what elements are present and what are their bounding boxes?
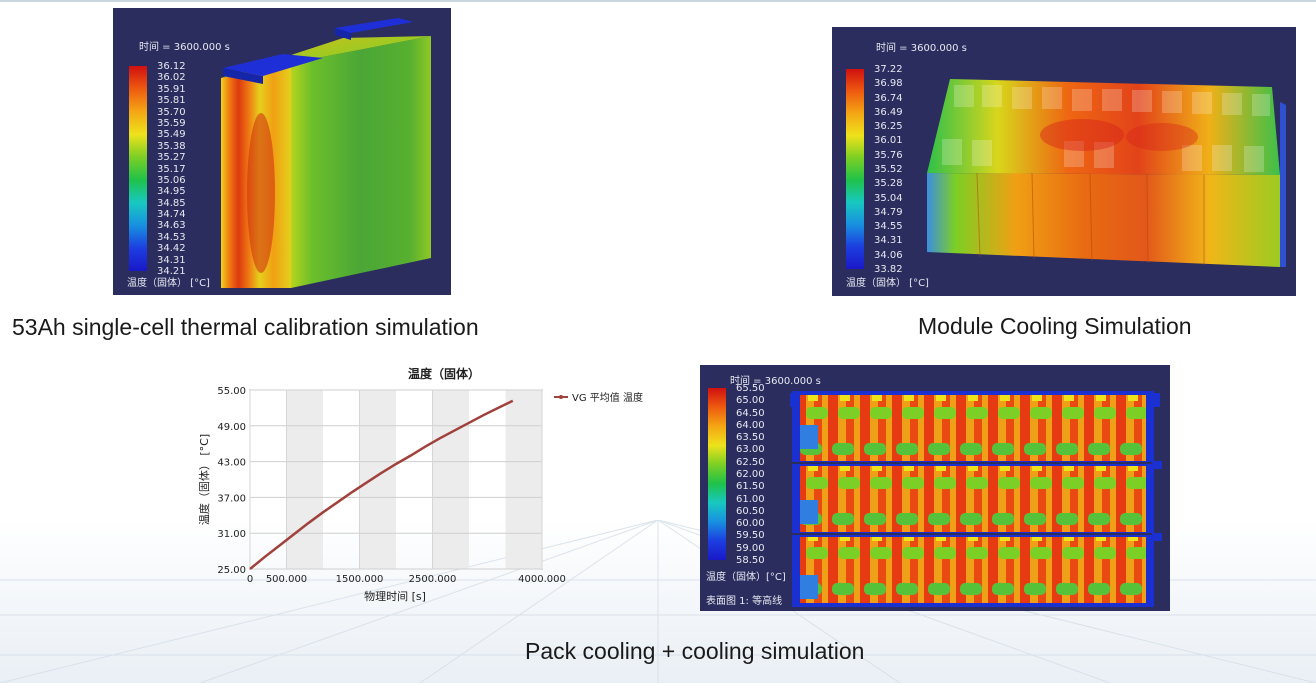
module-unit-label: 温度（固体） [°C]	[846, 278, 929, 289]
cell-legend-tick: 34.74	[157, 209, 186, 221]
cell-legend-tick: 34.42	[157, 243, 186, 255]
pack-legend-tick: 60.50	[736, 505, 765, 517]
cell-legend-tick: 34.53	[157, 231, 186, 243]
chart-y-tick-label: 49.00	[217, 422, 246, 433]
pack-time-label: 时间 = 3600.000 s	[730, 376, 821, 387]
chart-grid-band	[505, 390, 542, 569]
pack-legend-tick: 64.00	[736, 419, 765, 431]
top-divider-line	[0, 0, 1316, 2]
module-time-label: 时间 = 3600.000 s	[876, 43, 967, 54]
cell-legend-tick: 36.12	[157, 61, 186, 72]
temperature-line-chart: 55.00 49.00 43.00 37.00 31.00 25.00 0 500.000 15…	[190, 360, 670, 610]
chart-y-tick-label: 31.00	[217, 529, 246, 540]
pack-legend-tick: 62.50	[736, 456, 765, 468]
module-legend-tick: 36.74	[874, 92, 903, 104]
pack-legend-tick: 62.00	[736, 469, 765, 480]
cell-3d-render	[221, 18, 431, 288]
pack-contour-render	[790, 391, 1162, 607]
pack-caption: Pack cooling + cooling simulation	[525, 638, 865, 664]
chart-x-tick-label: 1500.000	[336, 574, 384, 585]
module-legend-tick: 36.98	[874, 78, 903, 90]
cell-legend-tick: 34.31	[157, 254, 186, 266]
pack-legend-tick: 64.50	[736, 407, 765, 419]
cell-legend-tick: 35.81	[157, 95, 186, 107]
chart-grid-band	[286, 390, 323, 569]
module-simulation-panel: 时间 = 3600.000 s 37.22 36.98 36.74 36.49 36.2…	[832, 27, 1296, 296]
module-legend-tick: 34.79	[874, 206, 903, 218]
pack-legend-tick: 63.00	[736, 444, 765, 456]
chart-legend-label: VG 平均值 温度	[572, 391, 643, 404]
cell-time-label: 时间 = 3600.000 s	[139, 42, 230, 53]
chart-y-axis-label: 温度（固体） [°C]	[197, 434, 211, 525]
cell-legend-tick: 34.85	[157, 197, 186, 209]
chart-legend-marker	[559, 395, 563, 399]
pack-unit-label: 温度（固体）[°C]	[706, 572, 786, 583]
chart-canvas: 55.00 49.00 43.00 37.00 31.00 25.000 500.000 15…	[197, 366, 643, 603]
chart-x-axis-label: 物理时间 [s]	[364, 589, 426, 603]
pack-legend-tick: 61.00	[736, 493, 765, 505]
pack-legend-tick: 61.50	[736, 481, 765, 493]
chart-grid-band	[432, 390, 469, 569]
module-legend-tick: 35.04	[874, 192, 903, 204]
cell-simulation-panel: 时间 = 3600.000 s 36.12 36.02 35.91 35.81 35.7…	[113, 8, 451, 295]
cell-caption: 53Ah single-cell thermal calibration sim…	[12, 314, 479, 340]
chart-y-tick-label: 55.00	[217, 386, 246, 397]
cell-legend-tick: 35.70	[157, 106, 186, 118]
module-legend-tick: 34.31	[874, 235, 903, 247]
module-legend-tick: 34.55	[874, 221, 903, 233]
pack-legend-tick: 63.50	[736, 432, 765, 444]
module-legend-tick: 36.25	[874, 121, 903, 133]
module-legend-colorbar	[846, 69, 864, 269]
cell-legend-tick: 34.21	[157, 266, 186, 277]
pack-legend-tick: 59.50	[736, 530, 765, 542]
chart-y-tick-label: 43.00	[217, 458, 246, 469]
chart-grid-band	[359, 390, 396, 569]
cell-legend-tick: 35.49	[157, 129, 186, 141]
pack-legend-tick: 58.50	[736, 555, 765, 566]
module-legend-tick: 35.28	[874, 178, 903, 190]
cell-legend-tick: 35.17	[157, 163, 186, 175]
cell-unit-label: 温度（固体） [°C]	[127, 278, 210, 289]
cell-legend-tick: 35.06	[157, 174, 186, 186]
module-legend-tick: 37.22	[874, 64, 903, 75]
chart-title: 温度（固体）	[408, 366, 480, 381]
chart-x-tick-label: 500.000	[266, 574, 307, 585]
pack-legend-tick: 65.00	[736, 395, 765, 407]
module-legend-tick: 34.06	[874, 249, 903, 261]
chart-y-tick-label: 37.00	[217, 493, 246, 504]
pack-simulation-panel: 时间 = 3600.000 s 65.50 65.00 64.50 64.00 63.5…	[700, 365, 1170, 611]
pack-surface-label: 表面图 1: 等高线	[706, 596, 783, 607]
module-legend-tick: 36.49	[874, 106, 903, 118]
module-legend-tick: 36.01	[874, 135, 903, 147]
chart-series-line	[249, 399, 514, 570]
pack-legend-tick: 60.00	[736, 518, 765, 530]
chart-x-tick-label: 4000.000	[518, 574, 566, 585]
cell-legend-tick: 35.91	[157, 83, 186, 95]
chart-x-tick-label: 0	[247, 574, 253, 585]
module-legend-tick: 35.52	[874, 164, 903, 175]
cell-legend-tick: 34.63	[157, 220, 186, 232]
chart-y-tick-label: 25.00	[217, 565, 246, 576]
pack-legend-colorbar	[708, 388, 726, 560]
module-legend-tick: 35.76	[874, 149, 903, 161]
cell-legend-tick: 35.59	[157, 117, 186, 129]
chart-x-tick-label: 2500.000	[409, 574, 457, 585]
pack-legend-tick: 65.50	[736, 383, 765, 394]
pack-legend-tick: 59.00	[736, 542, 765, 554]
cell-legend-tick: 36.02	[157, 72, 186, 84]
module-3d-render	[927, 79, 1286, 267]
cell-legend-tick: 34.95	[157, 186, 186, 198]
module-legend-tick: 33.82	[874, 264, 903, 275]
cell-legend-tick: 35.27	[157, 152, 186, 164]
cell-legend-colorbar	[129, 66, 147, 271]
cell-legend-tick: 35.38	[157, 140, 186, 152]
module-caption: Module Cooling Simulation	[918, 313, 1192, 339]
